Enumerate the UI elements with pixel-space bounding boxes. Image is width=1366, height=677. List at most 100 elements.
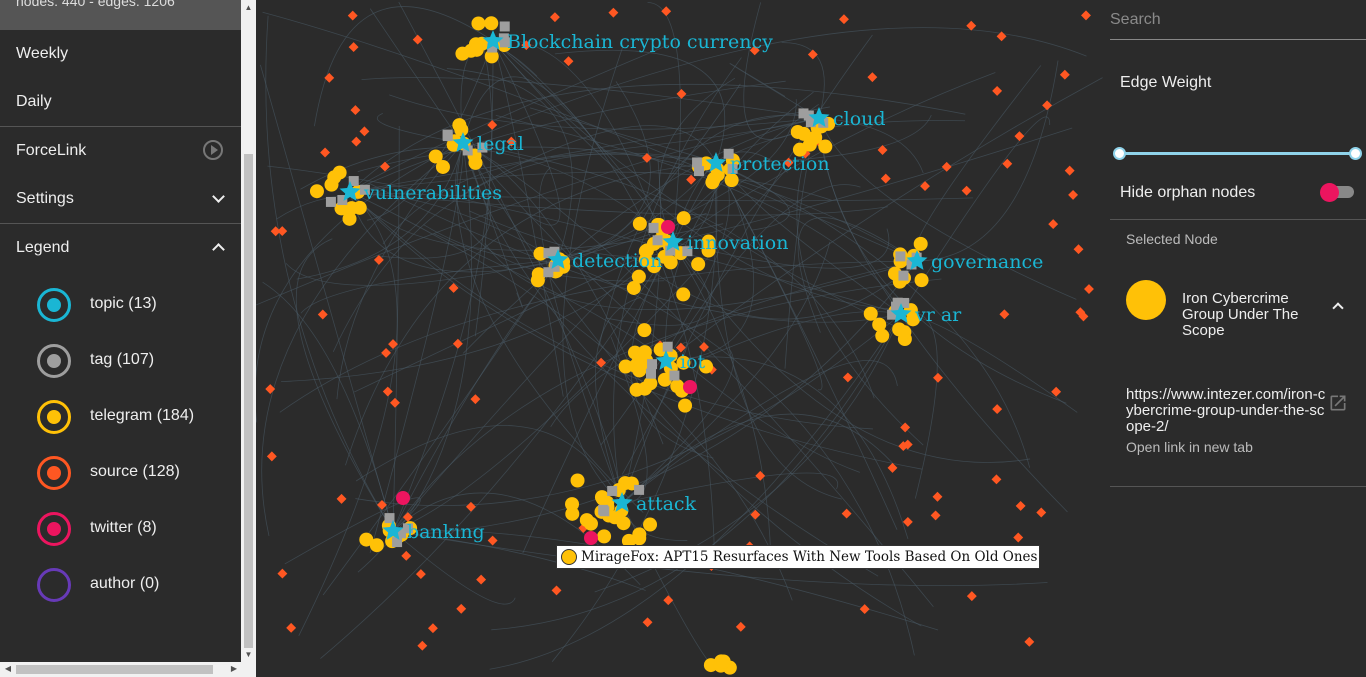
edge (621, 241, 831, 504)
legend-list: topic (13) tag (107) telegram (184) source … (0, 272, 241, 612)
scroll-left-arrow-icon[interactable]: ◀ (4, 664, 12, 673)
edge (261, 142, 464, 537)
source-node (1059, 69, 1070, 80)
edge (392, 39, 493, 532)
tag-node (895, 251, 906, 262)
tag-node (898, 270, 909, 281)
sidebar-scrollbar[interactable]: ▲ ▼ (241, 0, 256, 662)
edge (349, 171, 832, 201)
edge (392, 296, 534, 532)
scroll-right-arrow-icon[interactable]: ▶ (230, 664, 238, 673)
legend-label: Legend (16, 239, 70, 256)
edge (729, 63, 820, 119)
edge (598, 114, 820, 346)
open-link-button[interactable]: Open link in new tab (1126, 439, 1253, 455)
tag-node (634, 484, 645, 495)
tag-node (727, 163, 738, 174)
tag-node (325, 196, 336, 207)
menu-settings[interactable]: Settings (0, 175, 241, 223)
source-node (961, 185, 972, 196)
hscrollbar-thumb[interactable] (16, 665, 213, 674)
source-node (350, 105, 361, 116)
tag-node (891, 301, 902, 312)
menu-daily[interactable]: Daily (16, 93, 52, 110)
scrollbar-thumb[interactable] (244, 154, 253, 648)
edge (361, 77, 820, 119)
graph-canvas[interactable]: Blockchain crypto currency legal vulnerabi… (256, 0, 1110, 677)
legend-item-label: topic (13) (90, 295, 157, 312)
edge-weight-slider[interactable] (1120, 152, 1356, 155)
hide-orphans-label: Hide orphan nodes (1120, 184, 1256, 201)
open-external-icon[interactable] (1328, 393, 1348, 413)
legend-item[interactable]: tag (107) (0, 332, 241, 388)
edge (392, 530, 516, 605)
legend-item[interactable]: author (0) (0, 556, 241, 612)
twitter-node (584, 531, 598, 545)
legend-item-label: tag (107) (90, 351, 155, 368)
topic-label: attack (636, 493, 697, 515)
source-node (412, 34, 423, 45)
source-node (608, 7, 619, 18)
tag-node (348, 176, 359, 187)
edge (295, 238, 394, 532)
edge (462, 142, 523, 308)
source-node (277, 226, 288, 237)
telegram-node (309, 184, 324, 199)
edge (715, 162, 842, 500)
source-node (999, 309, 1010, 320)
edge (256, 117, 820, 306)
horizontal-scrollbar[interactable]: ◀ ▶ (0, 662, 256, 677)
legend-item[interactable]: topic (13) (0, 276, 241, 332)
source-node (839, 14, 849, 25)
legend-item[interactable]: telegram (184) (0, 388, 241, 444)
edge (320, 241, 674, 659)
edge (492, 40, 890, 310)
topics[interactable]: Blockchain crypto currency legal vulnerabi… (339, 30, 1044, 543)
edge (557, 259, 915, 656)
search-input[interactable] (1110, 0, 1366, 40)
play-icon[interactable] (203, 127, 223, 175)
telegram-node (629, 382, 644, 397)
telegram-node (691, 257, 706, 272)
edge (554, 49, 726, 164)
edge (610, 336, 648, 504)
source-node (1084, 284, 1094, 294)
edge (349, 80, 786, 193)
legend-item[interactable]: source (128) (0, 444, 241, 500)
network-graph[interactable]: Blockchain crypto currency legal vulnerabi… (256, 0, 1110, 677)
menu-legend[interactable]: Legend (0, 224, 241, 272)
sidebar: nodes: 440 - edges: 1206 Weekly Daily Fo… (0, 0, 241, 677)
source-node (930, 510, 941, 521)
legend-item[interactable]: twitter (8) (0, 500, 241, 556)
slider-max-handle[interactable] (1349, 147, 1362, 160)
source-node (347, 10, 358, 21)
tag-node (662, 341, 673, 352)
source-node (902, 516, 913, 527)
menu-forcelink[interactable]: ForceLink (0, 127, 241, 175)
chevron-up-icon[interactable] (1332, 297, 1344, 315)
tag-node (645, 368, 656, 379)
nodes[interactable] (265, 6, 1094, 675)
edge (398, 1, 623, 504)
edge (672, 127, 1073, 243)
scroll-up-arrow-icon[interactable]: ▲ (244, 3, 253, 12)
legend-color-icon (37, 288, 71, 322)
edge (423, 162, 717, 259)
telegram-node (632, 531, 647, 546)
divider (0, 126, 241, 127)
telegram-node (428, 149, 443, 164)
search-box[interactable] (1110, 0, 1366, 40)
tag-node (395, 528, 406, 539)
menu-weekly[interactable]: Weekly (16, 45, 69, 62)
edge (279, 260, 918, 413)
telegram-node (913, 236, 928, 251)
scroll-down-arrow-icon[interactable]: ▼ (244, 650, 253, 659)
source-node (465, 501, 476, 512)
tag-node (543, 267, 554, 278)
hide-orphans-toggle[interactable] (1320, 183, 1356, 202)
telegram-node-icon (561, 549, 577, 565)
edge (462, 142, 875, 399)
source-node (381, 347, 392, 358)
slider-min-handle[interactable] (1113, 147, 1126, 160)
selected-node-url[interactable]: https://www.intezer.com/iron-cybercrime-… (1126, 386, 1326, 435)
